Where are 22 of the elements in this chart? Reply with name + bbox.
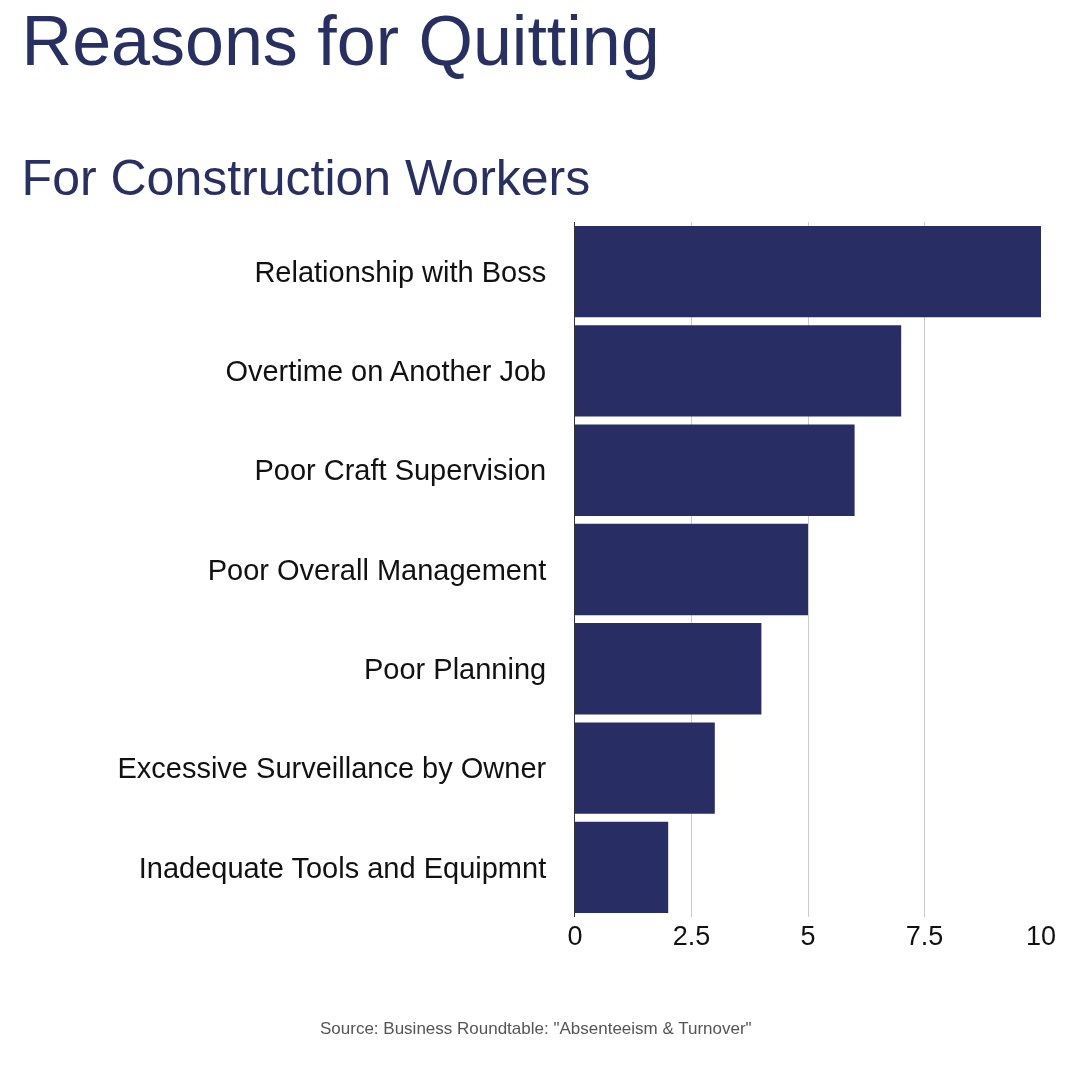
y-tick-label: Excessive Surveillance by Owner xyxy=(117,752,547,785)
chart-title: Reasons for Quitting xyxy=(21,2,660,81)
y-tick-label: Inadequate Tools and Equipmnt xyxy=(138,851,547,884)
chart-subtitle: For Construction Workers xyxy=(21,150,591,207)
bar xyxy=(575,225,1041,318)
bar xyxy=(575,821,669,914)
y-tick-label: Poor Craft Supervision xyxy=(254,454,547,487)
bar xyxy=(575,722,715,814)
y-tick-label: Overtime on Another Job xyxy=(225,355,547,388)
x-tick-label: 10 xyxy=(1025,921,1057,951)
bar xyxy=(575,623,762,715)
x-tick-label: 0 xyxy=(567,921,583,951)
bar xyxy=(575,325,902,417)
y-tick-label: Relationship with Boss xyxy=(254,255,547,288)
y-tick-label: Poor Overall Management xyxy=(207,553,547,586)
x-tick-label: 2.5 xyxy=(672,921,711,951)
bar xyxy=(575,424,855,516)
bar xyxy=(575,523,808,616)
source-note: Source: Business Roundtable: "Absenteeism & Turnover" xyxy=(320,1019,752,1038)
y-tick-label: Poor Planning xyxy=(364,652,547,685)
x-tick-label: 7.5 xyxy=(905,921,944,951)
x-tick-label: 5 xyxy=(800,921,816,951)
